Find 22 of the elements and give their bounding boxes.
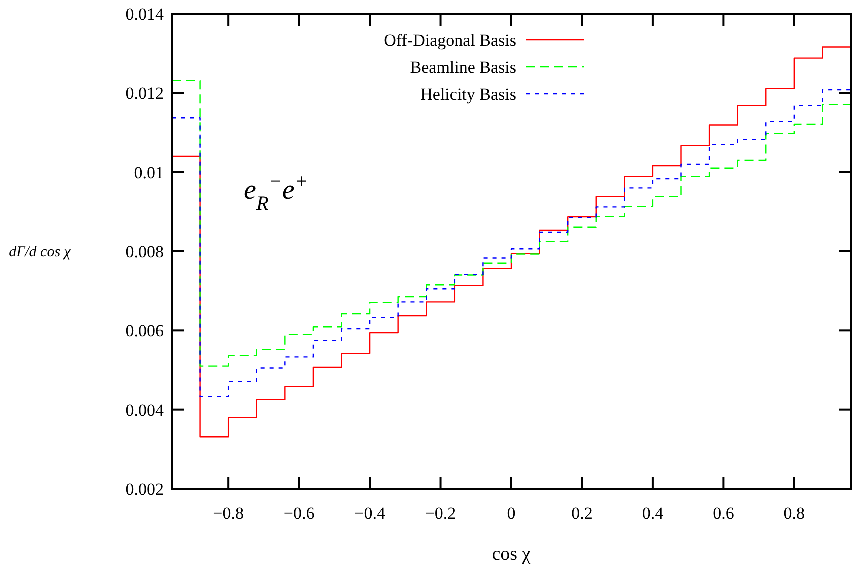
x-axis-title: cos χ bbox=[492, 544, 532, 565]
annotation: e$_{R}$$^{−}$e$^{+}$ bbox=[244, 171, 308, 215]
x-tick-label: −0.2 bbox=[425, 504, 456, 523]
x-tick-label: −0.4 bbox=[354, 504, 386, 523]
y-tick-label: 0.004 bbox=[126, 400, 164, 420]
y-axis-title: dΓ/d cos χ bbox=[9, 244, 72, 260]
x-tick-label: 0 bbox=[507, 504, 516, 523]
y-tick-label: 0.006 bbox=[126, 322, 164, 341]
x-tick-label: 0.6 bbox=[713, 504, 734, 523]
legend-label: Off-Diagonal Basis bbox=[384, 31, 516, 50]
y-tick-label: 0.01 bbox=[134, 163, 164, 182]
legend-label: Beamline Basis bbox=[410, 58, 516, 77]
y-tick-label: 0.012 bbox=[126, 84, 164, 104]
x-tick-label: −0.6 bbox=[284, 504, 315, 523]
legend-label: Helicity Basis bbox=[420, 85, 516, 104]
x-tick-label: 0.2 bbox=[572, 504, 593, 523]
y-tick-label: 0.008 bbox=[126, 242, 164, 262]
x-tick-label: 0.4 bbox=[642, 504, 664, 523]
y-tick-label: 0.014 bbox=[126, 5, 164, 24]
y-tick-label: 0.002 bbox=[126, 480, 164, 499]
x-tick-label: 0.8 bbox=[784, 504, 806, 523]
x-tick-label: −0.8 bbox=[213, 504, 244, 523]
